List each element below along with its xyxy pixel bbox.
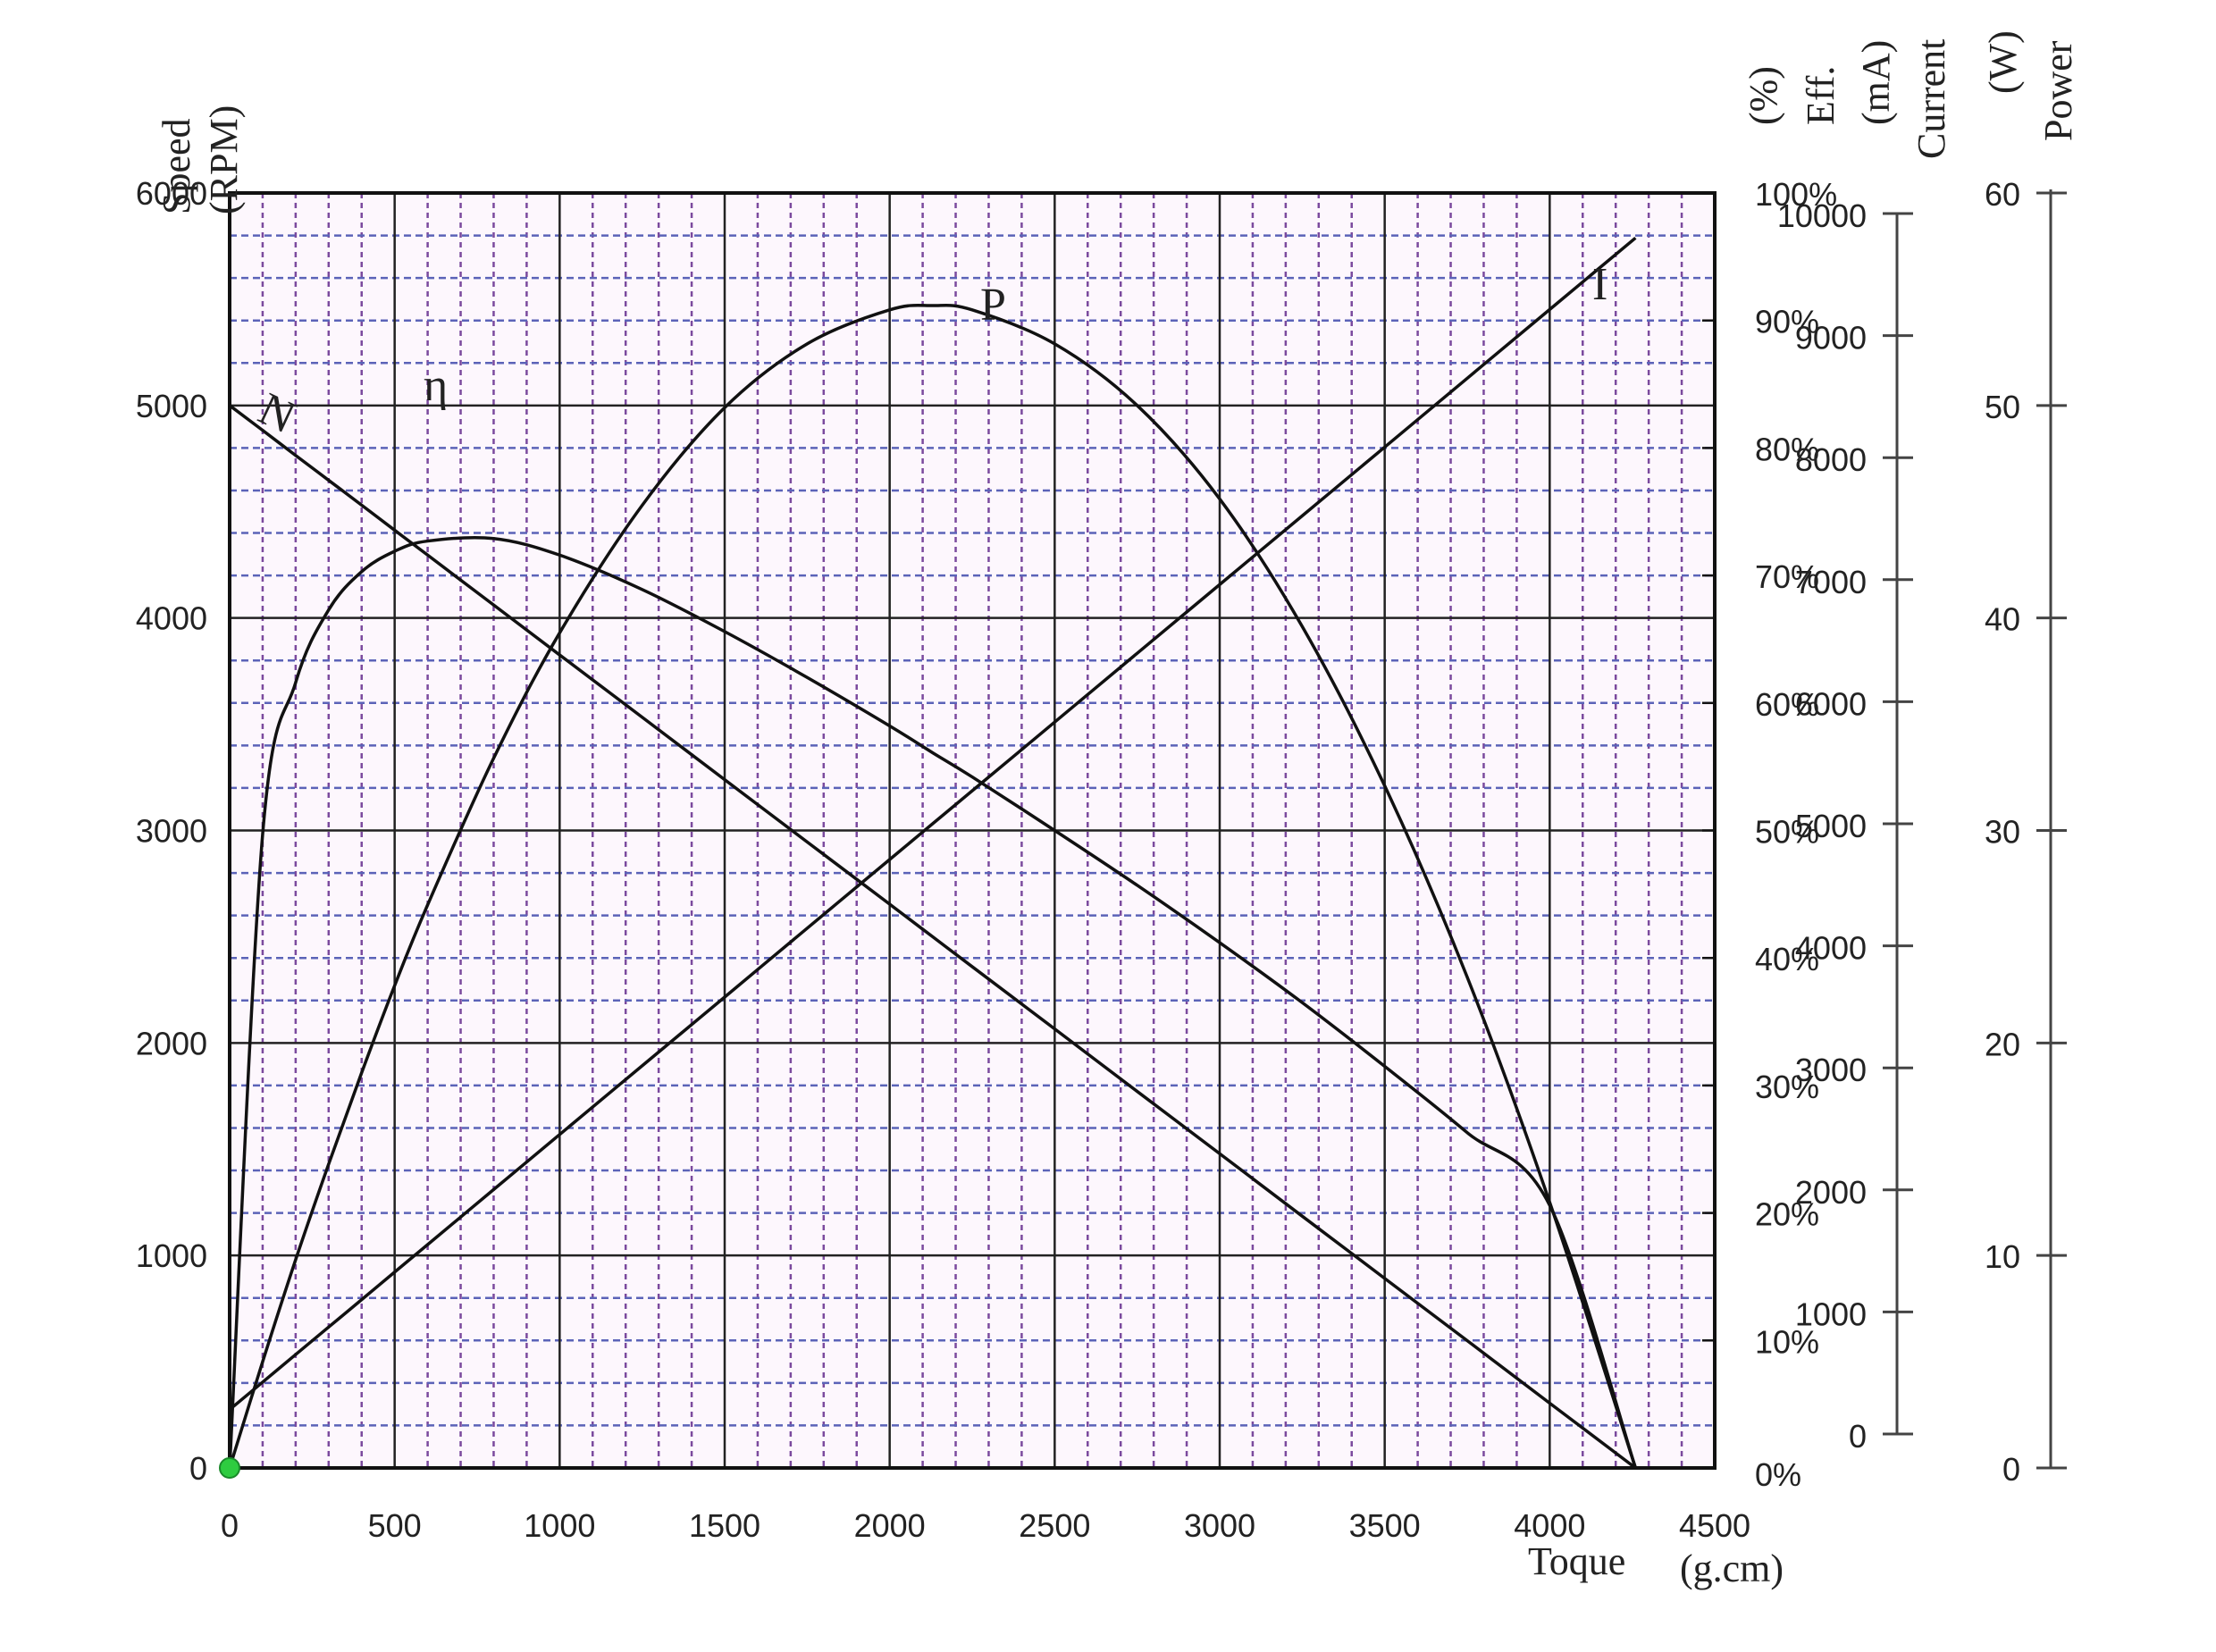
- x-tick-label: 3000: [1184, 1507, 1255, 1544]
- speed-axis-ticks: 0 1000 2000 3000 4000 5000 6000: [136, 175, 207, 1487]
- current-tick-label: 0: [1849, 1418, 1867, 1455]
- power-tick-label: 10: [1985, 1238, 2020, 1275]
- current-tick-label: 1000: [1795, 1296, 1867, 1332]
- curve-label-eta: η: [424, 360, 448, 411]
- current-tick-label: 3000: [1795, 1052, 1867, 1088]
- x-tick-label: 0: [221, 1507, 239, 1544]
- eff-axis-unit: (%): [1742, 66, 1785, 125]
- power-tick-label: 20: [1985, 1026, 2020, 1062]
- eff-tick-label: 40%: [1755, 941, 1819, 977]
- eff-tick-label: 80%: [1755, 431, 1819, 467]
- current-tick-label: 5000: [1795, 808, 1867, 844]
- speed-axis-unit: (RPM): [202, 105, 246, 214]
- current-tick-label: 10000: [1777, 197, 1867, 234]
- x-axis-unit: (g.cm): [1680, 1547, 1784, 1590]
- eff-tick-label: 70%: [1755, 558, 1819, 595]
- power-axis: 0 10 20 30 40 50 60: [1985, 176, 2067, 1488]
- curve-eta: [228, 535, 1638, 1469]
- x-tick-label: 4000: [1514, 1507, 1585, 1544]
- speed-tick-label: 2000: [136, 1025, 207, 1061]
- eff-tick-label: 100%: [1755, 176, 1837, 213]
- curve-i: [228, 236, 1637, 1412]
- origin-marker: [219, 1457, 240, 1479]
- power-axis-title: Power: [2036, 40, 2080, 141]
- x-tick-label: 1500: [689, 1507, 760, 1544]
- eff-tick-label: 10%: [1755, 1323, 1819, 1360]
- current-axis-unit: (mA): [1854, 40, 1898, 125]
- speed-tick-label: 6000: [136, 175, 207, 212]
- eff-tick-label: 50%: [1755, 814, 1819, 851]
- speed-tick-label: 0: [189, 1450, 207, 1487]
- eff-tick-label: 0%: [1755, 1456, 1801, 1493]
- eff-tick-label: 60%: [1755, 686, 1819, 723]
- x-tick-label: 3500: [1349, 1507, 1421, 1544]
- x-axis-title: Toque: [1528, 1539, 1625, 1583]
- speed-axis-title: Speed: [155, 118, 198, 214]
- speed-tick-label: 3000: [136, 813, 207, 850]
- curve-label-p: P: [980, 280, 1006, 331]
- power-axis-unit: (W): [1981, 30, 2025, 94]
- current-tick-label: 2000: [1795, 1174, 1867, 1211]
- efficiency-axis-ticks: 0% 10% 20% 30% 40% 50% 60% 70% 80% 90% 100%: [1702, 176, 1837, 1493]
- x-axis-ticks: 0 500 1000 1500 2000 2500 3000 3500 4000 4500: [221, 1507, 1750, 1544]
- current-tick-label: 7000: [1795, 564, 1867, 600]
- power-tick-label: 50: [1985, 389, 2020, 425]
- current-axis: 0 1000 2000 3000 4000 5000 6000 7000 8000 9000 100…: [1777, 197, 1913, 1455]
- power-tick-label: 0: [2002, 1451, 2020, 1488]
- current-tick-label: 4000: [1795, 930, 1867, 967]
- power-tick-label: 30: [1985, 814, 2020, 851]
- curve-p: [228, 303, 1638, 1469]
- speed-tick-label: 4000: [136, 600, 207, 637]
- speed-tick-label: 5000: [136, 388, 207, 424]
- major-grid: [230, 193, 1715, 1468]
- curve-label-i: I: [1592, 259, 1607, 310]
- power-tick-label: 60: [1985, 176, 2020, 213]
- eff-tick-label: 20%: [1755, 1196, 1819, 1233]
- eff-tick-label: 90%: [1755, 304, 1819, 340]
- speed-tick-label: 1000: [136, 1237, 207, 1274]
- curve-n: [228, 404, 1637, 1470]
- current-tick-label: 6000: [1795, 685, 1867, 722]
- x-tick-label: 500: [368, 1507, 422, 1544]
- current-axis-title: Current: [1910, 39, 1953, 159]
- current-tick-label: 8000: [1795, 441, 1867, 478]
- curves: [228, 236, 1638, 1470]
- eff-tick-label: 30%: [1755, 1069, 1819, 1105]
- eff-axis-title: Eff.: [1799, 66, 1842, 125]
- power-tick-label: 40: [1985, 601, 2020, 638]
- x-tick-label: 2500: [1019, 1507, 1090, 1544]
- current-tick-label: 9000: [1795, 320, 1867, 356]
- x-tick-label: 1000: [524, 1507, 595, 1544]
- x-tick-label: 2000: [854, 1507, 926, 1544]
- x-tick-label: 4500: [1679, 1507, 1750, 1544]
